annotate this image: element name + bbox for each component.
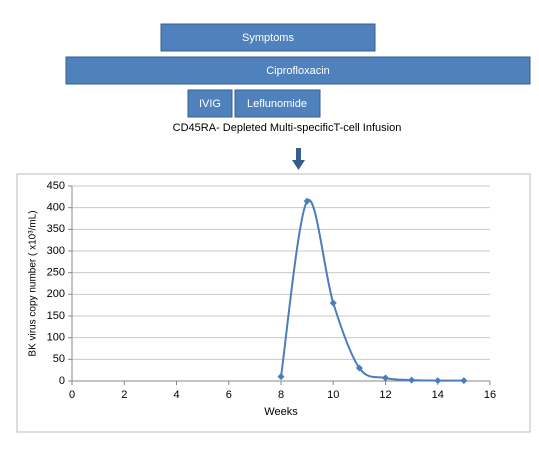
y-tick-label: 250 (47, 267, 65, 279)
x-tick-label: 8 (278, 389, 284, 401)
x-tick-label: 4 (173, 389, 179, 401)
box (234, 89, 321, 118)
x-tick-label: 10 (327, 389, 339, 401)
x-tick-label: 12 (379, 389, 391, 401)
y-tick-label: 450 (47, 180, 65, 192)
marker (382, 374, 389, 382)
marker (408, 376, 416, 384)
marker (434, 377, 442, 385)
y-axis-label: BK virus copy number ( x10³/mL) (28, 210, 39, 356)
chart: 0 50 100 150 200 250 300 350 400 450 0 2 4 6 8 10 12 14 16… (28, 180, 496, 418)
timeline: Symptoms Ciprofloxacin IVIG Leflunomide … (65, 23, 531, 170)
y-tick-label: 100 (47, 332, 65, 344)
marker (329, 299, 337, 307)
y-tick-label: 0 (59, 375, 65, 387)
infusion-label: CD45RA- Depleted Multi-specificT-cell In… (173, 122, 402, 134)
x-tick-label: 2 (121, 389, 127, 401)
marker (460, 377, 468, 385)
y-tick-label: 400 (47, 202, 65, 214)
y-tick-label: 350 (47, 223, 65, 235)
y-tick-label: 150 (47, 310, 65, 322)
box-label: Symptoms (242, 32, 294, 44)
box-label: IVIG (199, 98, 221, 110)
chart-frame (16, 173, 531, 433)
marker (355, 364, 363, 372)
y-tick-label: 300 (47, 245, 65, 257)
x-axis-label: Weeks (264, 406, 298, 418)
marker (303, 197, 311, 205)
x-tick-label: 16 (484, 389, 496, 401)
arrow-shaft (296, 148, 301, 160)
series-line (280, 199, 464, 382)
box-label: Ciprofloxacin (266, 65, 330, 77)
marker (277, 373, 285, 381)
x-tick-label: 14 (432, 389, 444, 401)
box (187, 89, 233, 118)
arrow-head (292, 160, 305, 170)
y-tick-label: 200 (47, 288, 65, 300)
box (160, 23, 376, 52)
y-tick-label: 50 (53, 353, 65, 365)
x-tick-label: 0 (69, 389, 75, 401)
box-label: Leflunomide (247, 98, 307, 110)
x-tick-label: 6 (226, 389, 232, 401)
box (65, 56, 531, 85)
